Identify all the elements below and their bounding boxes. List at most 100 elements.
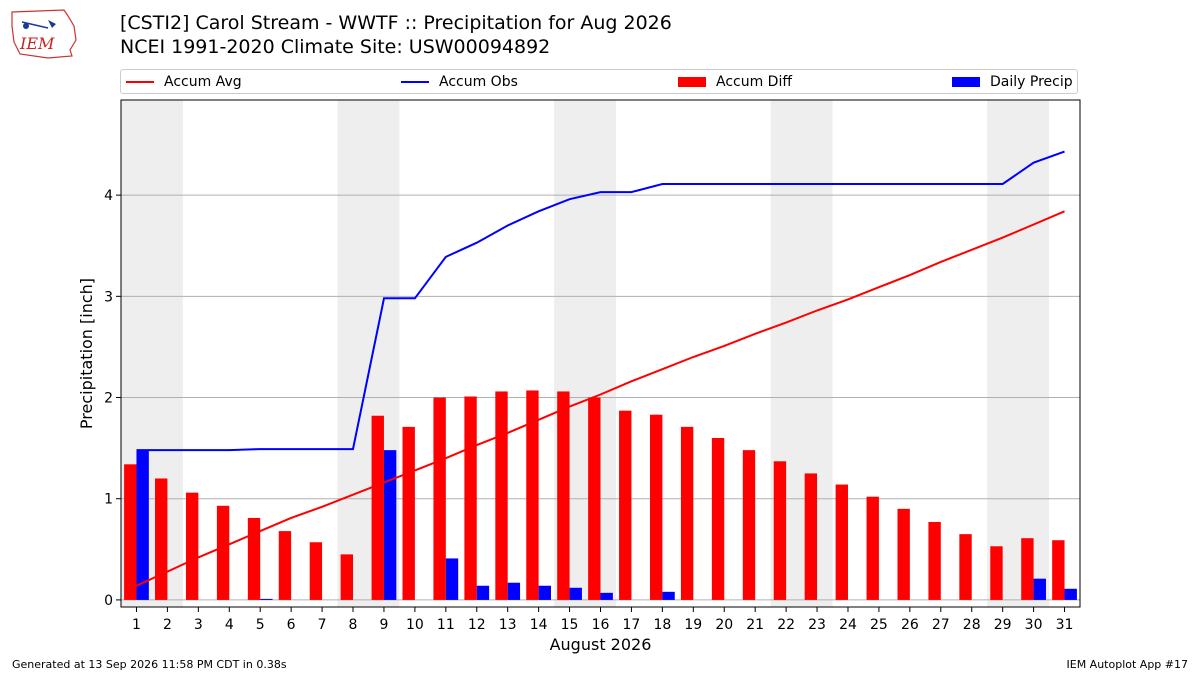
y-tick-label: 4 — [104, 188, 113, 204]
accum-diff-bar — [680, 426, 694, 600]
accum-diff-bar — [649, 414, 663, 600]
daily-precip-bar — [136, 450, 149, 600]
x-tick-label: 6 — [287, 617, 296, 633]
x-tick-label: 19 — [684, 617, 702, 633]
iowa-outline-icon — [11, 9, 77, 59]
accum-diff-bar — [247, 517, 261, 600]
legend-label: Daily Precip — [990, 74, 1073, 90]
legend-item-accum-diff: Accum Diff — [678, 73, 792, 91]
accum-diff-bar — [773, 461, 787, 600]
x-tick-label: 23 — [808, 617, 826, 633]
x-tick-label: 14 — [530, 617, 548, 633]
daily-precip-bar — [538, 585, 552, 600]
logo-text: IEM — [19, 34, 55, 53]
x-tick-label: 10 — [406, 617, 424, 633]
x-tick-label: 24 — [839, 617, 857, 633]
daily-precip-bar — [1064, 588, 1077, 600]
accum-diff-bar — [402, 426, 415, 600]
footer-app-text: IEM Autoplot App #17 — [1066, 658, 1189, 671]
iem-logo: IEM — [11, 9, 77, 59]
daily-precip-bar — [383, 450, 397, 600]
accum-diff-bar — [340, 554, 354, 600]
accum-diff-bar — [928, 521, 941, 600]
weather-station-icon — [23, 23, 29, 29]
accum-diff-bar — [959, 534, 972, 600]
x-tick-label: 30 — [1025, 617, 1043, 633]
x-tick-label: 8 — [349, 617, 358, 633]
legend-swatch — [678, 77, 706, 87]
legend-swatch — [126, 81, 154, 83]
x-tick-label: 28 — [963, 617, 981, 633]
x-tick-label: 7 — [318, 617, 327, 633]
accum-diff-bar — [433, 397, 446, 600]
x-tick-label: 9 — [379, 617, 388, 633]
accum-diff-bar — [155, 478, 168, 600]
y-tick-label: 1 — [104, 492, 113, 508]
accum-diff-bar — [464, 396, 477, 600]
accum-diff-bar — [619, 410, 632, 600]
y-axis-label: Precipitation [inch] — [77, 278, 96, 429]
y-tick-label: 2 — [104, 391, 113, 407]
x-tick-label: 29 — [994, 617, 1012, 633]
accum-avg-line — [136, 210, 1065, 587]
x-tick-label: 18 — [653, 617, 671, 633]
x-axis-label: August 2026 — [550, 635, 652, 654]
legend-item-daily-precip: Daily Precip — [952, 73, 1073, 91]
x-tick-label: 26 — [901, 617, 919, 633]
legend-swatch — [952, 77, 980, 87]
legend-label: Accum Obs — [439, 74, 518, 90]
accum-diff-bar — [526, 390, 539, 600]
x-tick-label: 15 — [561, 617, 579, 633]
x-tick-label: 27 — [932, 617, 950, 633]
legend-label: Accum Avg — [164, 74, 242, 90]
accum-diff-bar — [216, 505, 230, 600]
accum-diff-bar — [495, 391, 508, 600]
x-tick-label: 31 — [1056, 617, 1074, 633]
x-tick-label: 3 — [194, 617, 203, 633]
accum-diff-bar — [990, 546, 1003, 600]
x-tick-label: 1 — [132, 617, 141, 633]
legend-item-accum-obs: Accum Obs — [401, 73, 518, 91]
accum-diff-bar — [1021, 538, 1034, 600]
x-tick-label: 11 — [437, 617, 455, 633]
daily-precip-bar — [507, 582, 521, 600]
accum-diff-bar — [804, 473, 818, 600]
accum-diff-bar — [1052, 540, 1065, 600]
chart-legend: Accum Avg Accum Obs Accum Diff Daily Pre… — [120, 69, 1078, 94]
accum-diff-bar — [866, 496, 879, 600]
accum-diff-bar — [897, 508, 910, 600]
accum-diff-bar — [185, 492, 199, 600]
accum-diff-bar — [124, 464, 137, 600]
x-tick-label: 4 — [225, 617, 234, 633]
footer-generated-text: Generated at 13 Sep 2026 11:58 PM CDT in… — [12, 658, 287, 671]
daily-precip-bar — [569, 587, 582, 600]
daily-precip-bar — [600, 592, 613, 600]
x-tick-label: 5 — [256, 617, 265, 633]
accum-diff-bar — [835, 484, 848, 600]
x-tick-label: 12 — [468, 617, 486, 633]
x-tick-label: 17 — [623, 617, 641, 633]
daily-precip-bar — [260, 598, 273, 600]
accum-diff-bar — [278, 531, 292, 600]
daily-precip-bar — [445, 558, 459, 600]
daily-precip-bar — [1033, 578, 1046, 600]
legend-swatch — [401, 81, 429, 83]
legend-item-accum-avg: Accum Avg — [126, 73, 242, 91]
x-tick-label: 22 — [777, 617, 795, 633]
x-tick-label: 20 — [715, 617, 733, 633]
accum-diff-bar — [588, 397, 601, 600]
weekend-shade — [987, 100, 1050, 607]
accum-diff-bar — [371, 415, 384, 600]
chart-subtitle: NCEI 1991-2020 Climate Site: USW00094892 — [120, 36, 551, 58]
x-tick-label: 21 — [746, 617, 764, 633]
x-tick-label: 2 — [163, 617, 172, 633]
x-tick-label: 25 — [870, 617, 888, 633]
legend-label: Accum Diff — [716, 74, 793, 90]
accum-diff-bar — [309, 542, 323, 600]
daily-precip-bar — [476, 585, 490, 600]
y-tick-label: 0 — [104, 593, 113, 609]
accum-diff-bar — [711, 438, 725, 600]
y-tick-label: 3 — [104, 289, 113, 305]
x-tick-label: 13 — [499, 617, 517, 633]
